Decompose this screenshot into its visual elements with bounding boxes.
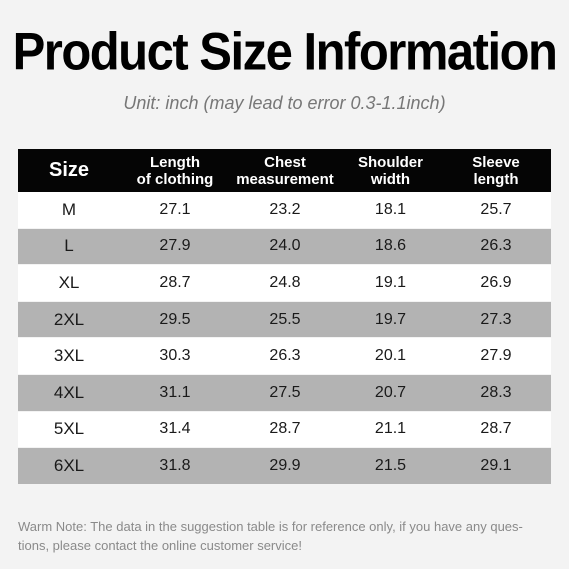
table-header-row: Size Length of clothing Chest measurement … xyxy=(18,149,551,192)
sleeve-cell: 26.3 xyxy=(441,228,551,266)
header-shoulder-width: Shoulder width xyxy=(340,149,441,192)
table-row: M 27.1 23.2 18.1 25.7 xyxy=(18,192,551,229)
size-cell: 4XL xyxy=(18,374,120,412)
size-table: Size Length of clothing Chest measurement … xyxy=(18,149,551,485)
table-row: 3XL 30.3 26.3 20.1 27.9 xyxy=(18,337,551,375)
sleeve-cell: 28.3 xyxy=(441,374,551,412)
size-cell: 6XL xyxy=(18,447,120,485)
chest-cell: 25.5 xyxy=(230,301,340,339)
size-cell: 2XL xyxy=(18,301,120,339)
table-row: 5XL 31.4 28.7 21.1 28.7 xyxy=(18,411,551,449)
shoulder-cell: 21.1 xyxy=(340,411,441,449)
table-row: 6XL 31.8 29.9 21.5 29.1 xyxy=(18,447,551,485)
length-cell: 31.1 xyxy=(120,374,230,412)
header-length-of-clothing: Length of clothing xyxy=(120,149,230,192)
shoulder-cell: 18.1 xyxy=(340,192,441,229)
shoulder-cell: 19.1 xyxy=(340,264,441,302)
chest-cell: 27.5 xyxy=(230,374,340,412)
sleeve-cell: 25.7 xyxy=(441,192,551,229)
size-cell: 3XL xyxy=(18,337,120,375)
chest-cell: 24.0 xyxy=(230,228,340,266)
shoulder-cell: 18.6 xyxy=(340,228,441,266)
table-row: XL 28.7 24.8 19.1 26.9 xyxy=(18,264,551,302)
shoulder-cell: 21.5 xyxy=(340,447,441,485)
size-cell: XL xyxy=(18,264,120,302)
header-sleeve-length: Sleeve length xyxy=(441,149,551,192)
length-cell: 27.9 xyxy=(120,228,230,266)
table-row: 4XL 31.1 27.5 20.7 28.3 xyxy=(18,374,551,412)
shoulder-cell: 20.7 xyxy=(340,374,441,412)
sleeve-cell: 28.7 xyxy=(441,411,551,449)
length-cell: 28.7 xyxy=(120,264,230,302)
shoulder-cell: 19.7 xyxy=(340,301,441,339)
table-row: 2XL 29.5 25.5 19.7 27.3 xyxy=(18,301,551,339)
length-cell: 30.3 xyxy=(120,337,230,375)
table-row: L 27.9 24.0 18.6 26.3 xyxy=(18,228,551,266)
header-size: Size xyxy=(18,149,120,192)
warm-note: Warm Note: The data in the suggestion ta… xyxy=(18,517,551,555)
warm-note-line-1: Warm Note: The data in the suggestion ta… xyxy=(18,519,523,534)
size-cell: 5XL xyxy=(18,411,120,449)
size-cell: M xyxy=(18,192,120,229)
chest-cell: 24.8 xyxy=(230,264,340,302)
chest-cell: 28.7 xyxy=(230,411,340,449)
sleeve-cell: 26.9 xyxy=(441,264,551,302)
chest-cell: 29.9 xyxy=(230,447,340,485)
sleeve-cell: 27.3 xyxy=(441,301,551,339)
sleeve-cell: 29.1 xyxy=(441,447,551,485)
header-chest-measurement: Chest measurement xyxy=(230,149,340,192)
warm-note-line-2: tions, please contact the online custome… xyxy=(18,538,302,553)
length-cell: 27.1 xyxy=(120,192,230,229)
size-cell: L xyxy=(18,228,120,266)
length-cell: 31.8 xyxy=(120,447,230,485)
length-cell: 29.5 xyxy=(120,301,230,339)
page-title: Product Size Information xyxy=(12,22,558,82)
chest-cell: 23.2 xyxy=(230,192,340,229)
unit-subtitle: Unit: inch (may lead to error 0.3-1.1inc… xyxy=(123,93,446,113)
sleeve-cell: 27.9 xyxy=(441,337,551,375)
shoulder-cell: 20.1 xyxy=(340,337,441,375)
length-cell: 31.4 xyxy=(120,411,230,449)
chest-cell: 26.3 xyxy=(230,337,340,375)
